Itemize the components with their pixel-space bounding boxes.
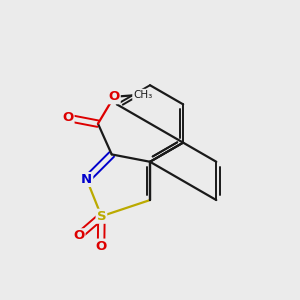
Text: S: S [97, 210, 106, 223]
Text: O: O [95, 240, 107, 253]
Text: O: O [73, 229, 85, 242]
Text: N: N [81, 173, 92, 186]
Text: O: O [62, 111, 74, 124]
Text: CH₃: CH₃ [133, 90, 152, 100]
Text: O: O [108, 90, 120, 103]
